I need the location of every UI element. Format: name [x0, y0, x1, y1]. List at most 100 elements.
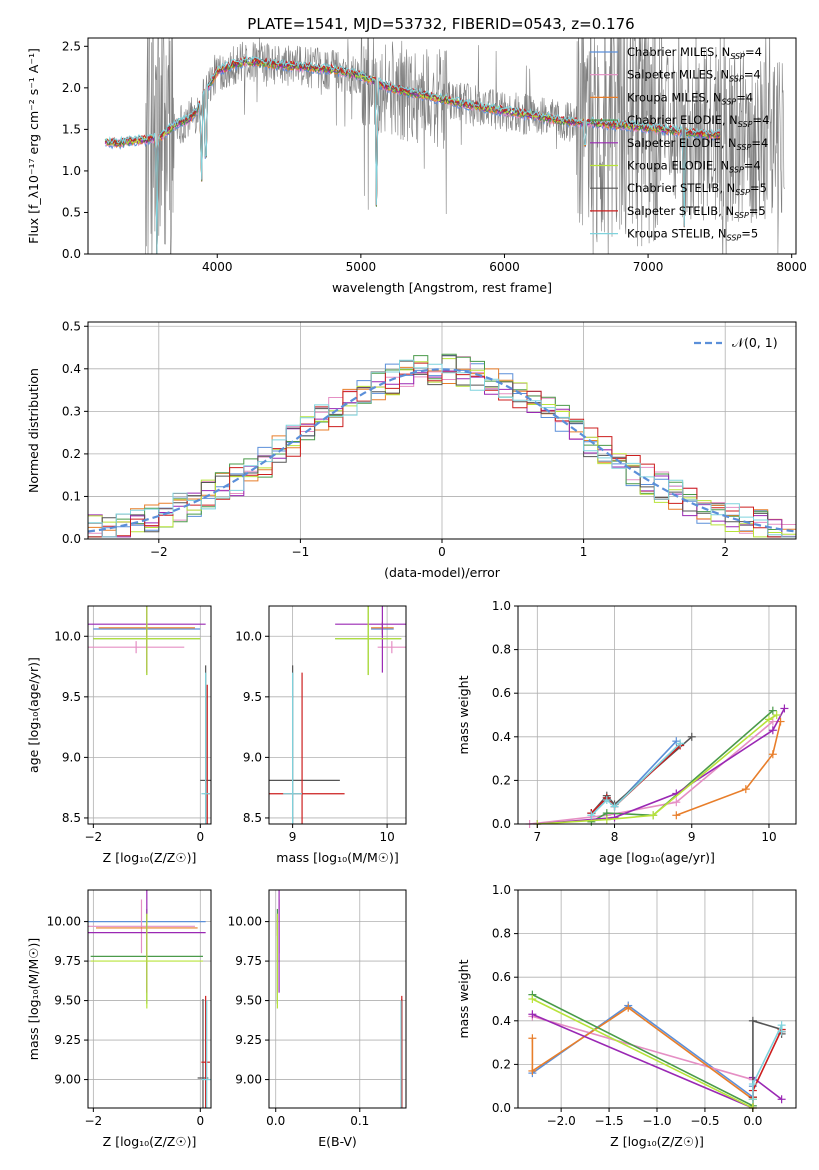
point-salpeter-miles — [88, 641, 185, 654]
point-salpeter-stelib — [201, 995, 210, 1108]
y-tick-label: 9.75 — [54, 954, 81, 968]
y-tick-label: 0.4 — [62, 362, 81, 376]
series-kroupa-stelib — [748, 1021, 786, 1104]
legend-name: Kroupa MILES, N — [627, 90, 722, 104]
x-axis-label: Z [log₁₀(Z/Z☉)] — [610, 1134, 704, 1149]
legend-name: Kroupa STELIB, N — [627, 227, 727, 241]
plus-marker — [528, 1034, 537, 1043]
y-tick-label: 9.75 — [235, 954, 262, 968]
axes-frame — [268, 889, 407, 1109]
y-tick-label: 0.1 — [62, 489, 81, 503]
point-kroupa-elodie — [93, 606, 201, 676]
legend-residuals: 𝒩(0, 1) — [694, 335, 778, 350]
legend-nssp: =5 — [749, 204, 766, 218]
axes-age-Z — [88, 606, 211, 824]
plot-area-age-Z — [88, 606, 211, 824]
plot-area-weight-age — [525, 704, 789, 828]
y-tick-label: 0.4 — [492, 1014, 511, 1028]
x-axis-label: wavelength [Angstrom, rest frame] — [332, 280, 552, 295]
series-line — [537, 708, 786, 825]
plus-marker — [672, 811, 681, 820]
plus-marker — [687, 732, 696, 741]
plus-marker — [649, 811, 658, 820]
series-kroupa-stelib — [587, 739, 685, 820]
x-tick-label: −1.0 — [642, 1114, 671, 1128]
plot-area-mass-Z — [88, 890, 211, 1108]
axes-mass-Z — [88, 890, 211, 1108]
plot-area-age-mass — [269, 606, 406, 824]
legend-name: Salpeter MILES, N — [627, 68, 729, 82]
point-salpeter-miles — [88, 899, 195, 954]
legend-nssp: =4 — [736, 90, 753, 104]
legend-label-kroupa-elodie: Kroupa ELODIE, NSSP=4 — [627, 159, 761, 175]
model-salpeter-stelib — [105, 56, 721, 254]
axes-frame — [268, 605, 407, 825]
plot-area-mass-ebv — [276, 890, 403, 1108]
plus-marker — [741, 785, 750, 794]
legend-subscript: SSP — [738, 120, 753, 129]
axes-mass-ebv — [269, 890, 406, 1108]
legend-nssp: =4 — [744, 68, 761, 82]
point-kroupa-stelib — [201, 672, 210, 824]
plus-marker — [748, 1016, 757, 1025]
series-salpeter-stelib — [748, 1025, 786, 1102]
point-salpeter-elodie — [335, 606, 406, 673]
legend-nssp: =4 — [744, 159, 761, 173]
y-tick-label: 2.5 — [62, 39, 81, 53]
frame-weight-Z: −2.0 −1.5 −1.0 −0.5 0.0 0.0 0.2 0.4 0.6 0.8 1.0 Z [… — [456, 883, 797, 1149]
x-tick-label: 7000 — [633, 260, 664, 274]
x-tick-label: 4000 — [202, 260, 233, 274]
x-tick-label: 7 — [533, 830, 541, 844]
y-tick-label: 9.00 — [54, 1073, 81, 1087]
plus-marker — [672, 798, 681, 807]
legend-subscript: SSP — [722, 97, 737, 106]
y-tick-label: 0.4 — [492, 730, 511, 744]
y-tick-label: 1.0 — [492, 883, 511, 897]
y-tick-label: 9.00 — [235, 1073, 262, 1087]
y-tick-label: 2.0 — [62, 81, 81, 95]
plus-marker — [768, 726, 777, 735]
y-axis-label: mass weight — [456, 959, 471, 1038]
x-tick-label: −1.5 — [594, 1114, 623, 1128]
y-axis-label: age [log₁₀(age/yr)] — [26, 657, 41, 773]
x-tick-label: 10 — [379, 830, 394, 844]
y-tick-label: 0.0 — [492, 817, 511, 831]
series-line — [591, 709, 774, 823]
plus-marker — [777, 1027, 786, 1036]
x-tick-label: −2.0 — [547, 1114, 576, 1128]
model-kroupa-stelib — [104, 54, 720, 254]
plus-marker — [610, 802, 619, 811]
legend-label-kroupa-miles: Kroupa MILES, NSSP=4 — [627, 90, 753, 106]
x-tick-label: 6000 — [489, 260, 520, 274]
x-axis-label: Z [log₁₀(Z/Z☉)] — [103, 1134, 197, 1149]
legend-subscript: SSP — [729, 75, 744, 84]
plot-area-spectrum — [104, 38, 785, 254]
axes-frame — [87, 889, 212, 1109]
x-axis-label: (data-model)/error — [384, 565, 501, 580]
y-tick-label: 8.5 — [62, 811, 81, 825]
plus-marker — [748, 1080, 757, 1089]
legend-subscript: SSP — [735, 188, 750, 197]
frame-spectrum: 4000 5000 6000 7000 8000 0.0 0.5 1.0 1.5 2.0 2.5 wa… — [26, 37, 807, 295]
y-axis-label: mass [log₁₀(M/M☉)] — [26, 938, 41, 1060]
x-tick-label: 0 — [438, 545, 446, 559]
legend-label-normal: 𝒩(0, 1) — [732, 335, 778, 350]
x-tick-label: −0.5 — [690, 1114, 719, 1128]
x-tick-label: −2 — [84, 830, 102, 844]
x-tick-label: 0 — [196, 830, 204, 844]
y-tick-label: 0.5 — [62, 205, 81, 219]
x-tick-label: 5000 — [346, 260, 377, 274]
frame-mass-ebv: 0.0 0.1 9.00 9.25 9.50 9.75 10.00 E(B-V) — [228, 889, 407, 1149]
y-tick-label: 8.5 — [243, 811, 262, 825]
plus-marker — [528, 1010, 537, 1019]
x-tick-label: 9 — [289, 830, 297, 844]
plus-marker — [602, 796, 611, 805]
plus-marker — [528, 995, 537, 1003]
legend-name: Chabrier MILES, N — [627, 45, 730, 59]
x-tick-label: 2 — [721, 545, 729, 559]
y-tick-label: 9.50 — [235, 994, 262, 1008]
legend-name: Kroupa ELODIE, N — [627, 159, 729, 173]
x-tick-label: 0.0 — [266, 1114, 285, 1128]
y-tick-label: 0.2 — [492, 1057, 511, 1071]
